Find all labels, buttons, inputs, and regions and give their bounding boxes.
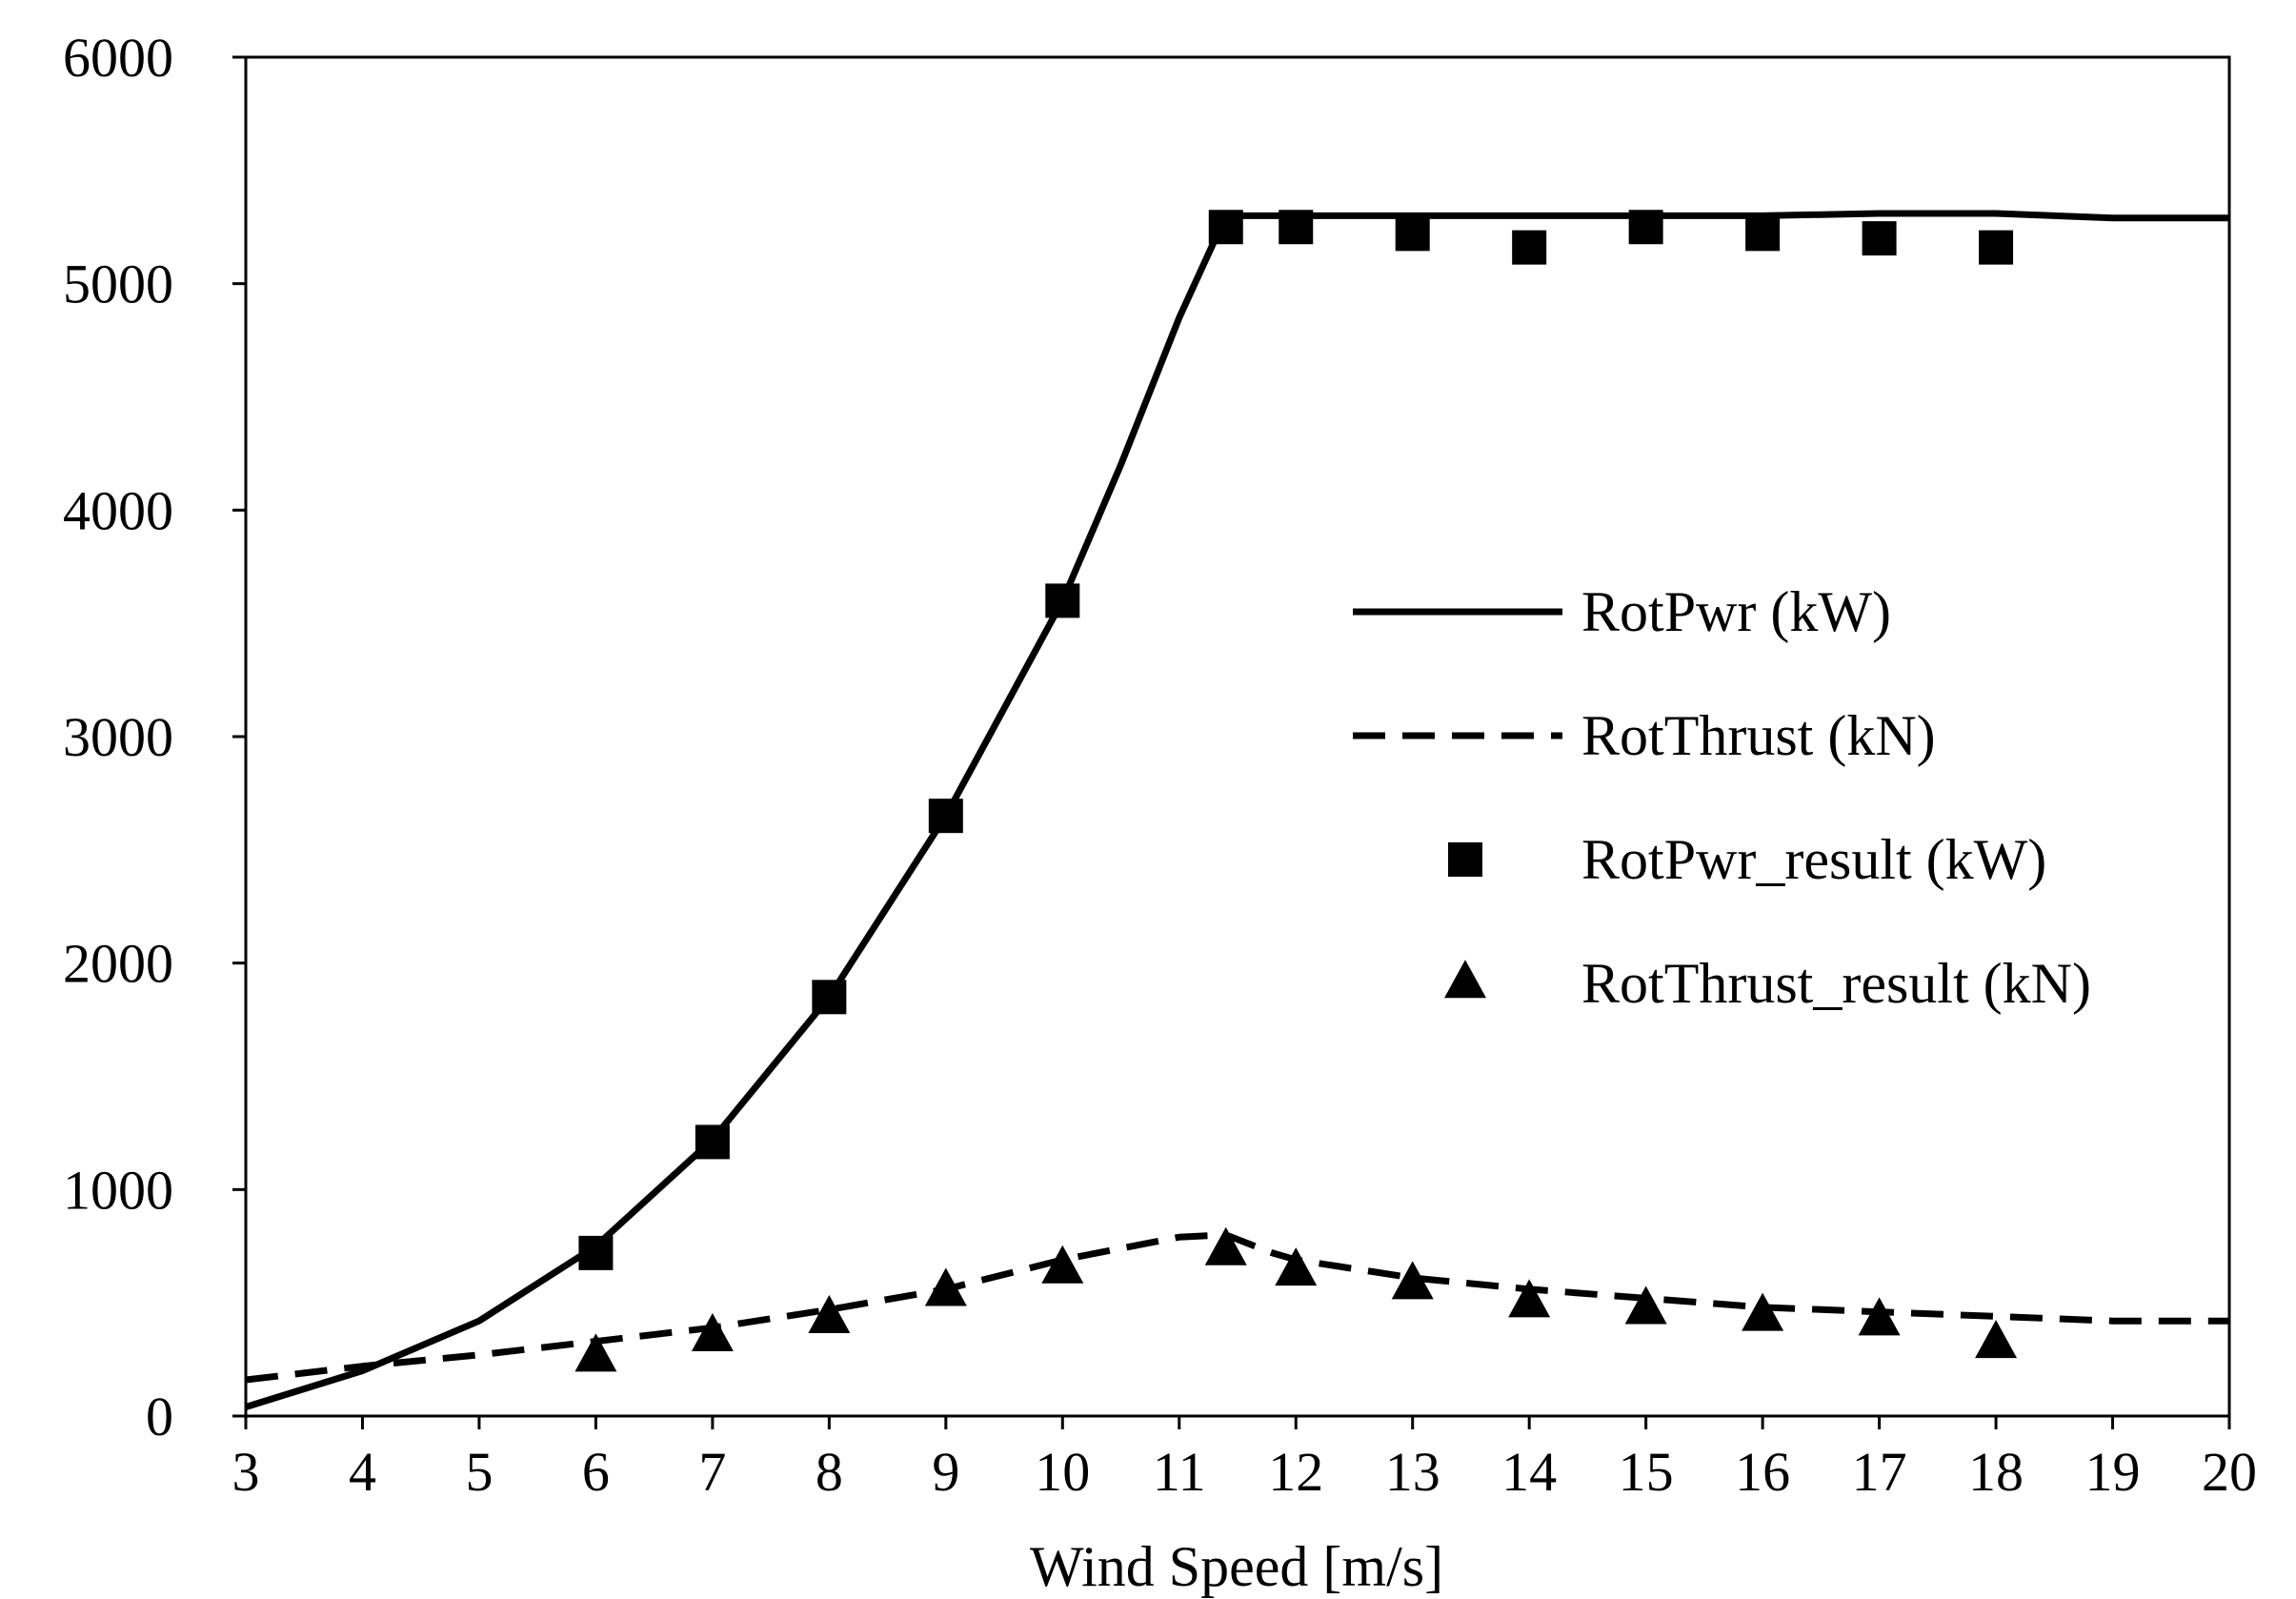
rotthrust-result-point xyxy=(574,1333,617,1372)
x-tick-label: 8 xyxy=(816,1441,843,1503)
x-axis-title: Wind Speed [m/s] xyxy=(1030,1535,1443,1598)
legend-label: RotThrust (kN) xyxy=(1581,704,1936,767)
rotthrust-result-point xyxy=(1508,1279,1551,1318)
y-tick-label: 6000 xyxy=(63,27,173,89)
y-tick-label: 1000 xyxy=(63,1159,173,1221)
rotthrust-result-point xyxy=(1275,1247,1318,1286)
rotthrust-result-point xyxy=(691,1313,734,1352)
series-line-rotpwr xyxy=(244,210,2229,1410)
legend-label: RotPwr (kW) xyxy=(1581,580,1891,643)
rotthrust-result-point xyxy=(1204,1226,1247,1265)
rotpwr-result-point xyxy=(928,799,963,834)
x-tick-label: 11 xyxy=(1153,1441,1206,1503)
legend-label: RotThrust_result (kN) xyxy=(1581,952,2091,1015)
x-tick-label: 5 xyxy=(465,1441,493,1503)
x-tick-label: 16 xyxy=(1735,1441,1790,1503)
rotpwr-result-point xyxy=(1045,583,1080,618)
rotpwr-result-point xyxy=(812,980,847,1015)
x-tick-label: 14 xyxy=(1501,1441,1557,1503)
rotthrust-result-point xyxy=(924,1267,967,1306)
y-tick-label: 2000 xyxy=(63,933,173,995)
y-tick-label: 4000 xyxy=(63,479,173,541)
rotthrust-result-point xyxy=(1742,1292,1784,1331)
x-tick-label: 6 xyxy=(582,1441,610,1503)
y-tick-label: 3000 xyxy=(63,706,173,768)
rotthrust-result-point xyxy=(1975,1320,2018,1359)
x-tick-label: 9 xyxy=(932,1441,959,1503)
legend-swatch-rotthrust-result xyxy=(1444,960,1486,999)
rotpwr-result-point xyxy=(695,1124,730,1160)
x-tick-label: 7 xyxy=(698,1441,726,1503)
rotpwr-result-point xyxy=(1628,210,1663,245)
x-tick-label: 3 xyxy=(232,1441,260,1503)
x-tick-label: 10 xyxy=(1035,1441,1090,1503)
rotpwr-result-point xyxy=(1979,230,2014,265)
legend-label: RotPwr_result (kW) xyxy=(1581,828,2046,891)
rotthrust-result-point xyxy=(808,1295,851,1334)
rotthrust-result-point xyxy=(1624,1285,1667,1325)
x-tick-label: 18 xyxy=(1968,1441,2024,1503)
rotthrust-result-point xyxy=(1858,1297,1901,1336)
y-tick-label: 0 xyxy=(146,1386,173,1447)
legend-swatch-rotpwr-result xyxy=(1448,842,1482,877)
x-tick-label: 13 xyxy=(1385,1441,1440,1503)
x-tick-label: 20 xyxy=(2202,1441,2257,1503)
x-tick-label: 17 xyxy=(1852,1441,1907,1503)
x-tick-label: 12 xyxy=(1268,1441,1323,1503)
rotpwr-result-point xyxy=(1279,210,1314,245)
x-tick-label: 15 xyxy=(1619,1441,1674,1503)
rotpwr-result-point xyxy=(1745,216,1781,252)
rotpwr-result-point xyxy=(1512,230,1547,265)
y-tick-label: 5000 xyxy=(63,253,173,315)
x-tick-label: 4 xyxy=(349,1441,376,1503)
rotpwr-result-point xyxy=(1395,216,1430,252)
series-line-rotthrust xyxy=(245,1231,2229,1384)
rotthrust-result-point xyxy=(1041,1245,1084,1284)
x-tick-label: 19 xyxy=(2085,1441,2141,1503)
rotthrust-result-point xyxy=(1391,1261,1434,1300)
rotpwr-result-point xyxy=(1862,221,1897,256)
rotpwr-result-point xyxy=(1208,210,1243,245)
rotpwr-result-point xyxy=(578,1235,614,1270)
